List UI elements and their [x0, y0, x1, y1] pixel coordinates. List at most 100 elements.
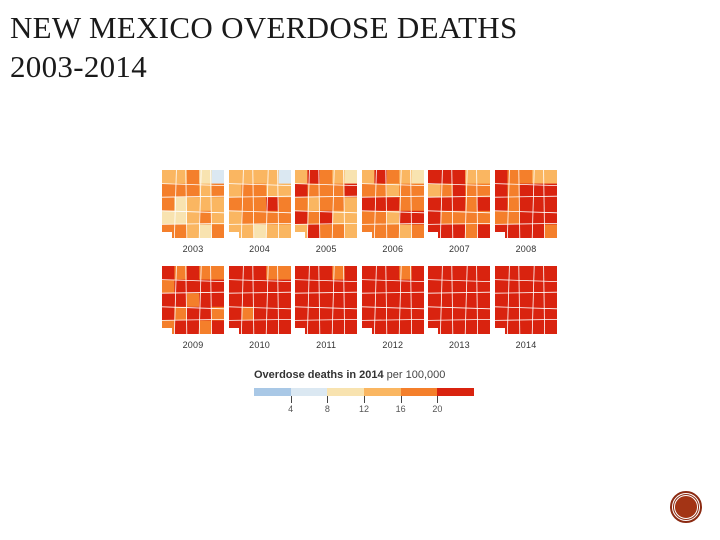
legend-swatch: [290, 388, 328, 396]
county-border: [476, 266, 479, 334]
county-region: [428, 183, 442, 198]
county-region: [253, 224, 267, 238]
legend-swatch: [400, 388, 438, 396]
county-region: [228, 183, 242, 198]
county-region: [211, 224, 224, 238]
legend-tick-label: 4: [288, 404, 294, 414]
county-region: [544, 183, 557, 198]
county-region: [440, 224, 454, 238]
map-shape-2014: [495, 266, 557, 334]
legend-tick: [400, 396, 402, 403]
map-bootheel-cut: [428, 232, 439, 238]
county-region: [295, 293, 308, 308]
county-region: [428, 279, 442, 294]
county-region: [544, 197, 557, 212]
county-border: [162, 291, 224, 294]
county-region: [411, 320, 424, 334]
county-region: [507, 266, 521, 280]
county-region: [411, 293, 424, 308]
map-bootheel-cut: [361, 232, 372, 238]
county-region: [228, 197, 242, 212]
county-region: [374, 306, 387, 321]
year-label: 2004: [249, 244, 270, 254]
county-region: [477, 306, 491, 321]
county-region: [199, 266, 212, 280]
county-region: [199, 279, 212, 294]
map-bootheel-cut: [228, 232, 239, 238]
county-border: [373, 266, 377, 334]
county-region: [465, 210, 479, 225]
county-region: [544, 306, 557, 321]
county-border: [228, 306, 291, 310]
county-border: [440, 266, 444, 334]
county-border: [295, 183, 358, 186]
county-region: [386, 224, 400, 238]
county-region: [386, 266, 400, 280]
county-region: [278, 320, 291, 334]
county-region: [374, 183, 387, 198]
county-region: [398, 266, 412, 280]
map-2010: 2010: [228, 266, 291, 350]
county-region: [453, 183, 466, 198]
county-border: [543, 266, 545, 334]
county-region: [199, 183, 212, 198]
map-2008: 2008: [495, 170, 557, 254]
county-region: [332, 279, 346, 294]
county-region: [532, 183, 545, 198]
county-border: [398, 266, 402, 334]
county-region: [295, 170, 308, 184]
map-bootheel-cut: [428, 328, 439, 334]
county-region: [162, 306, 175, 321]
next-slide-button[interactable]: [670, 491, 702, 523]
county-region: [477, 170, 491, 184]
county-region: [332, 224, 346, 238]
county-region: [428, 170, 442, 184]
county-region: [174, 320, 188, 334]
county-region: [453, 197, 466, 212]
county-border: [495, 291, 557, 294]
county-border: [428, 210, 491, 214]
map-shape-2011: [295, 266, 358, 334]
county-border: [361, 306, 424, 310]
map-shape-2006: [361, 170, 424, 238]
county-region: [519, 266, 533, 280]
map-shape-2012: [361, 266, 424, 334]
county-region: [477, 197, 491, 212]
county-region: [411, 279, 424, 294]
county-region: [374, 210, 387, 225]
county-region: [211, 279, 224, 294]
county-region: [374, 170, 387, 184]
county-region: [162, 210, 175, 225]
county-border: [428, 291, 491, 294]
county-region: [532, 210, 545, 225]
county-region: [211, 210, 224, 225]
county-region: [532, 320, 545, 334]
legend-title: Overdose deaths in 2014 per 100,000: [254, 369, 445, 381]
county-border: [495, 279, 557, 282]
county-region: [411, 170, 424, 184]
county-region: [411, 197, 424, 212]
county-border: [428, 306, 491, 310]
county-region: [295, 279, 308, 294]
county-region: [162, 183, 175, 198]
county-region: [495, 210, 508, 225]
county-region: [398, 306, 412, 321]
county-region: [495, 306, 508, 321]
county-region: [453, 266, 466, 280]
county-region: [265, 210, 279, 225]
county-region: [519, 183, 533, 198]
county-region: [532, 170, 545, 184]
county-region: [386, 210, 400, 225]
county-region: [174, 293, 188, 308]
county-region: [507, 183, 521, 198]
county-region: [240, 224, 254, 238]
county-region: [162, 279, 175, 294]
county-region: [453, 293, 466, 308]
county-border: [507, 170, 510, 238]
county-region: [240, 210, 254, 225]
county-region: [477, 183, 491, 198]
county-region: [199, 197, 212, 212]
county-border: [343, 170, 346, 238]
county-region: [332, 170, 346, 184]
county-region: [278, 293, 291, 308]
